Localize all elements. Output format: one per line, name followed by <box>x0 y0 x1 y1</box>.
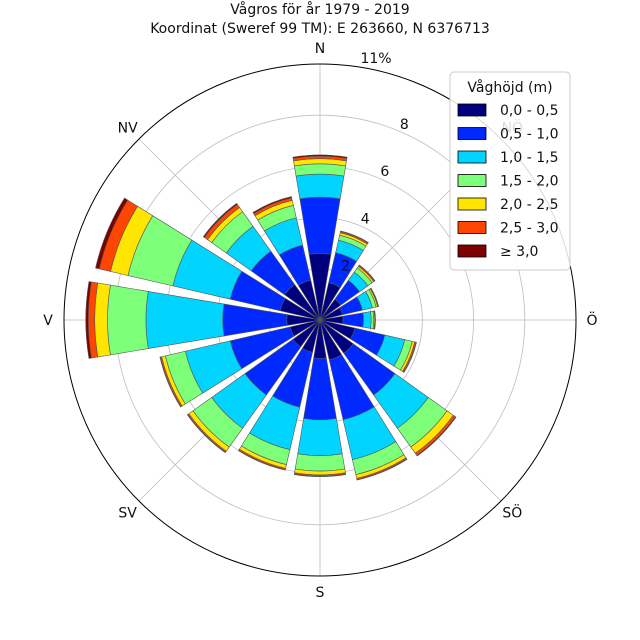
direction-label-S: S <box>316 585 325 601</box>
legend-swatch <box>457 174 487 187</box>
bar-segment-NNV-6 <box>252 196 293 214</box>
bar-segment-Ö-1 <box>342 312 364 328</box>
legend-label: 0,5 - 1,0 <box>500 127 558 143</box>
bar-segment-Ö-6 <box>374 310 376 330</box>
bar-segment-V-6 <box>85 281 92 359</box>
bar-segment-VSV-6 <box>159 356 182 408</box>
legend-label: 2,0 - 2,5 <box>500 197 558 213</box>
direction-label-N: N <box>315 41 325 57</box>
direction-label-SÖ: SÖ <box>502 503 522 521</box>
radial-tick-label: 8 <box>400 117 409 133</box>
legend-label: 0,0 - 0,5 <box>500 103 558 119</box>
bar-segment-ÖSÖ-6 <box>403 341 417 373</box>
bar-segment-V-3 <box>107 284 149 356</box>
legend-swatch <box>457 197 487 211</box>
direction-label-NV: NV <box>118 121 138 137</box>
rose-bars <box>85 154 457 481</box>
legend-swatch <box>457 103 487 117</box>
direction-label-V: V <box>43 313 53 329</box>
legend: Våghöjd (m) 0,0 - 0,5 0,5 - 1,0 1,0 - 1,5 1… <box>449 71 571 271</box>
legend-box <box>449 71 571 271</box>
bar-segment-S-2 <box>297 418 343 456</box>
radial-max-label: 11% <box>360 51 391 67</box>
bar-segment-S-3 <box>294 453 346 472</box>
bar-segment-V-2 <box>145 291 225 349</box>
legend-label: ≥ 3,0 <box>500 244 538 260</box>
bar-segment-ÖNÖ-6 <box>370 287 379 307</box>
legend-swatch <box>457 127 487 140</box>
direction-label-Ö: Ö <box>586 311 597 329</box>
bar-segment-SSÖ-6 <box>356 458 408 481</box>
chart-subtitle: Koordinat (Sweref 99 TM): E 263660, N 63… <box>150 21 490 37</box>
bar-segment-NÖ-6 <box>358 264 376 282</box>
bar-segment-Ö-2 <box>362 311 372 329</box>
legend-label: 2,5 - 3,0 <box>500 221 558 237</box>
bar-segment-SSV-6 <box>238 449 286 471</box>
bar-segment-N-1 <box>299 196 341 255</box>
bar-segment-SV-6 <box>186 414 226 454</box>
radial-tick-label: 6 <box>380 164 389 180</box>
direction-label-SV: SV <box>118 505 137 521</box>
legend-items: 0,0 - 0,5 0,5 - 1,0 1,0 - 1,5 1,5 - 2,0 2,0 … <box>457 103 558 260</box>
bar-segment-N-2 <box>295 173 345 200</box>
radial-tick-label: 4 <box>361 211 370 227</box>
bar-segment-NNÖ-6 <box>340 230 369 244</box>
bar-segment-SÖ-6 <box>416 416 457 457</box>
outer-ring <box>63 63 577 577</box>
legend-title: Våghöjd (m) <box>467 79 552 96</box>
chart-title: Vågros för år 1979 - 2019 <box>230 1 409 18</box>
bar-segment-NV-6 <box>202 202 238 238</box>
bar-segment-S-6 <box>293 473 347 477</box>
bar-segment-N-6 <box>292 154 348 159</box>
legend-swatch <box>457 221 487 234</box>
bar-segment-N-3 <box>294 163 346 177</box>
radial-tick-labels: 2 4 6 8 <box>341 117 409 275</box>
legend-swatch <box>457 150 487 164</box>
bar-segment-VNV-6 <box>95 197 129 270</box>
legend-label: 1,0 - 1,5 <box>500 150 558 166</box>
legend-label: 1,5 - 2,0 <box>500 174 558 190</box>
radial-tick-label: 2 <box>341 259 350 275</box>
legend-swatch <box>457 244 487 258</box>
